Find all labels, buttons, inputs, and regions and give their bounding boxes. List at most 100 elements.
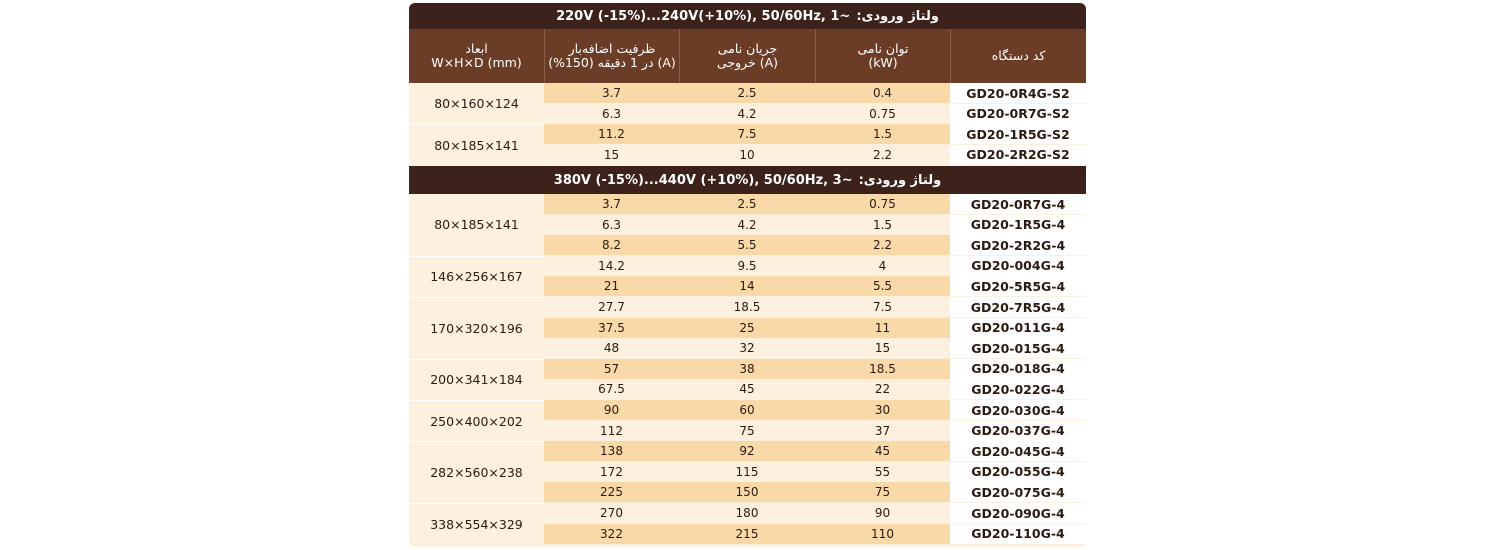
- rated-power-cell: 0.75: [815, 103, 950, 124]
- overload-cell: 138: [544, 441, 679, 462]
- overload-cell: 322: [544, 523, 679, 544]
- device-code-cell: GD20-018G-4: [950, 358, 1086, 379]
- table-row: 14.2 9.5 4 GD20-004G-4: [544, 255, 1086, 276]
- rated-current-cell: 14: [679, 276, 815, 297]
- dimensions-cell: 250×400×202: [409, 400, 544, 442]
- rated-current-cell: 75: [679, 420, 815, 441]
- rated-power-cell: 45: [815, 441, 950, 462]
- table-row: 3.7 2.5 0.4 GD20-0R4G-S2: [544, 83, 1086, 103]
- table-row: 90 60 30 GD20-030G-4: [544, 400, 1086, 420]
- dimensions-cell: 170×320×196: [409, 297, 544, 359]
- rated-current-cell: 25: [679, 317, 815, 338]
- band-label: ولتاژ ورودی:: [858, 172, 942, 188]
- overload-cell: 27.7: [544, 297, 679, 317]
- table-row: 172 115 55 GD20-055G-4: [544, 461, 1086, 482]
- device-code-cell: GD20-0R7G-S2: [950, 103, 1086, 124]
- header-dimensions-line1: ابعاد: [465, 41, 488, 56]
- table-header: ابعاد W×H×D (mm) ظرفیت اضافه‌بار در 1 دق…: [409, 29, 1086, 83]
- overload-cell: 37.5: [544, 317, 679, 338]
- table-row: 11.2 7.5 1.5 GD20-1R5G-S2: [544, 124, 1086, 145]
- rated-current-cell: 38: [679, 358, 815, 379]
- device-code-cell: GD20-075G-4: [950, 482, 1086, 503]
- rated-power-cell: 2.2: [815, 144, 950, 165]
- overload-cell: 21: [544, 276, 679, 297]
- rated-power-cell: 1.5: [815, 214, 950, 235]
- table-row: 15 10 2.2 GD20-2R2G-S2: [544, 144, 1086, 165]
- table-row: 270 180 90 GD20-090G-4: [544, 503, 1086, 523]
- device-code-cell: GD20-2R2G-4: [950, 235, 1086, 256]
- rated-power-cell: 2.2: [815, 235, 950, 256]
- voltage-band-380v: 380V (-15%)...440V (+10%), 50/60Hz, 3~ و…: [409, 166, 1086, 194]
- rated-power-cell: 7.5: [815, 297, 950, 317]
- rated-current-cell: 32: [679, 338, 815, 359]
- rated-power-cell: 1.5: [815, 124, 950, 145]
- rated-power-cell: 37: [815, 420, 950, 441]
- rated-current-cell: 115: [679, 461, 815, 482]
- rated-current-cell: 2.5: [679, 194, 815, 214]
- rated-power-cell: 90: [815, 503, 950, 523]
- overload-cell: 57: [544, 358, 679, 379]
- table-row: 225 150 75 GD20-075G-4: [544, 482, 1086, 503]
- overload-cell: 172: [544, 461, 679, 482]
- table-row: 57 38 18.5 GD20-018G-4: [544, 358, 1086, 379]
- dimensions-cell: 146×256×167: [409, 255, 544, 297]
- table-row: 48 32 15 GD20-015G-4: [544, 338, 1086, 359]
- rated-current-cell: 4.2: [679, 103, 815, 124]
- device-code-cell: GD20-011G-4: [950, 317, 1086, 338]
- header-rated-current: جریان نامی خروجی (A): [679, 29, 815, 83]
- header-dimensions-line2: W×H×D (mm): [431, 55, 522, 70]
- rated-current-cell: 4.2: [679, 214, 815, 235]
- band-spec: 220V (-15%)...240V(+10%), 50/60Hz, 1~: [556, 8, 851, 24]
- rated-power-cell: 4: [815, 255, 950, 276]
- rated-current-cell: 60: [679, 400, 815, 420]
- device-code-cell: GD20-030G-4: [950, 400, 1086, 420]
- device-code-cell: GD20-1R5G-4: [950, 214, 1086, 235]
- device-code-cell: GD20-015G-4: [950, 338, 1086, 359]
- rated-power-cell: 30: [815, 400, 950, 420]
- device-code-cell: GD20-022G-4: [950, 379, 1086, 400]
- table-row: 112 75 37 GD20-037G-4: [544, 420, 1086, 441]
- voltage-band-220v: 220V (-15%)...240V(+10%), 50/60Hz, 1~ ول…: [409, 3, 1086, 29]
- overload-cell: 11.2: [544, 124, 679, 145]
- device-code-cell: GD20-037G-4: [950, 420, 1086, 441]
- rated-power-cell: 55: [815, 461, 950, 482]
- rated-power-cell: 110: [815, 523, 950, 544]
- rated-current-cell: 7.5: [679, 124, 815, 145]
- header-power-line2: (kW): [868, 55, 898, 70]
- rated-current-cell: 10: [679, 144, 815, 165]
- dimensions-cell: 80×160×124: [409, 83, 544, 125]
- device-code-cell: GD20-0R4G-S2: [950, 83, 1086, 103]
- dimensions-cell: 338×554×329: [409, 503, 544, 545]
- overload-cell: 6.3: [544, 103, 679, 124]
- dimensions-cell: 200×341×184: [409, 358, 544, 400]
- table-row: 3.7 2.5 0.75 GD20-0R7G-4: [544, 194, 1086, 214]
- rated-current-cell: 150: [679, 482, 815, 503]
- rated-current-cell: 215: [679, 523, 815, 544]
- rated-power-cell: 15: [815, 338, 950, 359]
- device-code-cell: GD20-004G-4: [950, 255, 1086, 276]
- device-code-cell: GD20-0R7G-4: [950, 194, 1086, 214]
- rated-power-cell: 18.5: [815, 358, 950, 379]
- table-row: 138 92 45 GD20-045G-4: [544, 441, 1086, 462]
- overload-cell: 225: [544, 482, 679, 503]
- rated-power-cell: 22: [815, 379, 950, 400]
- dimensions-cell: 80×185×141: [409, 124, 544, 166]
- table-row: 67.5 45 22 GD20-022G-4: [544, 379, 1086, 400]
- header-rated-power: توان نامی (kW): [815, 29, 950, 83]
- overload-cell: 48: [544, 338, 679, 359]
- rated-current-cell: 5.5: [679, 235, 815, 256]
- device-code-cell: GD20-110G-4: [950, 523, 1086, 544]
- rated-current-cell: 180: [679, 503, 815, 523]
- rated-power-cell: 0.75: [815, 194, 950, 214]
- header-overload-line1: ظرفیت اضافه‌بار: [568, 41, 656, 56]
- header-dimensions: ابعاد W×H×D (mm): [409, 29, 544, 83]
- overload-cell: 15: [544, 144, 679, 165]
- rated-power-cell: 0.4: [815, 83, 950, 103]
- device-code-cell: GD20-090G-4: [950, 503, 1086, 523]
- rated-power-cell: 5.5: [815, 276, 950, 297]
- table-row: 8.2 5.5 2.2 GD20-2R2G-4: [544, 235, 1086, 256]
- rated-current-cell: 45: [679, 379, 815, 400]
- rated-current-cell: 92: [679, 441, 815, 462]
- device-code-cell: GD20-045G-4: [950, 441, 1086, 462]
- rated-current-cell: 2.5: [679, 83, 815, 103]
